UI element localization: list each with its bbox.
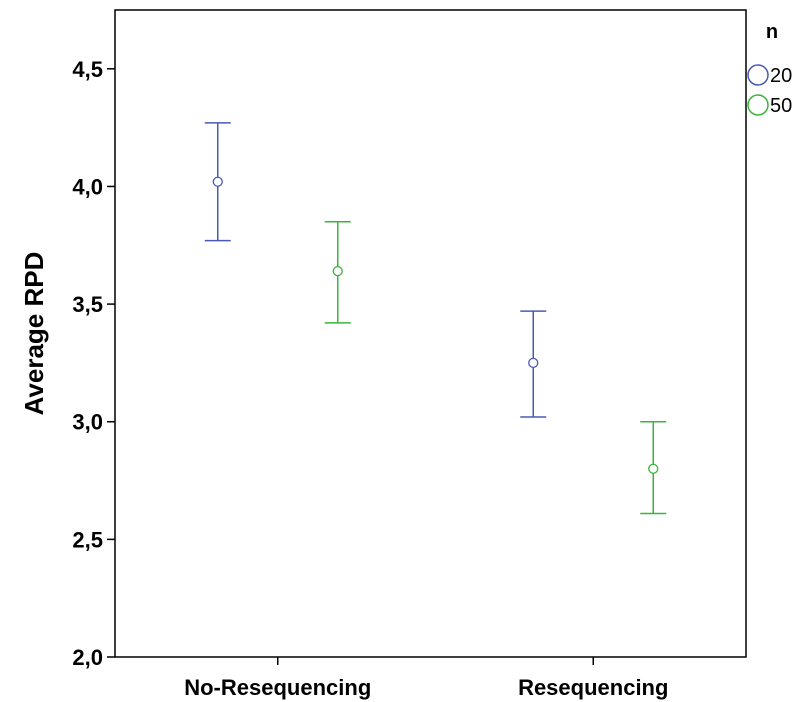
y-tick-label: 3,5	[72, 292, 103, 317]
x-tick-label: No-Resequencing	[184, 675, 371, 700]
error-bar-20-0	[204, 122, 231, 242]
y-tick-label: 4,5	[72, 57, 103, 82]
mean-point	[212, 176, 223, 187]
legend-label-20: 20	[770, 65, 792, 87]
error-bar-20-1	[520, 310, 547, 418]
y-tick-label: 3,0	[72, 410, 103, 435]
x-tick-label: Resequencing	[518, 675, 668, 700]
y-axis-label: Average RPD	[19, 252, 49, 416]
data-marks	[204, 122, 667, 515]
legend-label-50: 50	[770, 95, 792, 117]
y-tick-label: 4,0	[72, 174, 103, 199]
y-tick-label: 2,0	[72, 645, 103, 670]
error-bar-50-0	[324, 220, 351, 324]
mean-point	[332, 266, 343, 277]
legend: n 20 50	[747, 21, 792, 117]
legend-marker-20	[747, 64, 769, 86]
plot-area-frame	[114, 9, 747, 658]
legend-marker-50	[747, 94, 769, 116]
legend-title: n	[766, 21, 778, 43]
x-axis: No-Resequencing Resequencing	[184, 657, 668, 700]
y-axis: 2,0 2,5 3,0 3,5 4,0 4,5	[72, 57, 115, 670]
mean-point	[528, 357, 539, 369]
y-tick-label: 2,5	[72, 527, 103, 552]
error-bar-50-1	[640, 420, 667, 515]
mean-point	[648, 463, 659, 474]
